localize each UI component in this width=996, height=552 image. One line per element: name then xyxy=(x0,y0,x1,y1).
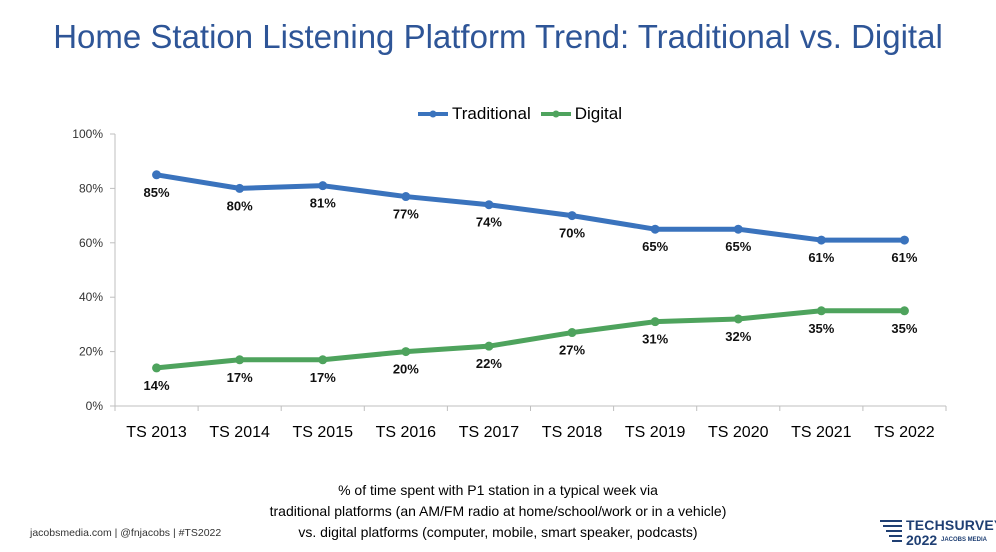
logo-text-year: 2022 xyxy=(906,532,938,548)
logo-text-jacobs: JACOBS MEDIA xyxy=(941,537,988,543)
data-label-traditional: 77% xyxy=(393,207,419,222)
data-point-digital xyxy=(899,306,909,316)
series-line-digital xyxy=(154,308,907,371)
data-label-traditional: 70% xyxy=(559,226,585,241)
data-point-traditional xyxy=(567,211,577,221)
data-label-digital: 17% xyxy=(310,370,336,385)
x-tick-label: TS 2015 xyxy=(293,424,354,441)
data-point-traditional xyxy=(401,192,411,202)
data-label-digital: 14% xyxy=(144,378,170,393)
legend-swatch-traditional xyxy=(418,110,448,118)
data-point-traditional xyxy=(484,200,494,210)
footer-credits: jacobsmedia.com | @fnjacobs | #TS2022 xyxy=(30,527,222,539)
data-label-digital: 35% xyxy=(891,321,917,336)
data-label-digital: 22% xyxy=(476,356,502,371)
data-point-traditional xyxy=(650,224,660,234)
data-point-digital xyxy=(567,328,577,338)
data-label-traditional: 74% xyxy=(476,215,502,230)
data-point-traditional xyxy=(899,235,909,245)
x-tick-label: TS 2014 xyxy=(209,424,270,441)
x-tick-label: TS 2017 xyxy=(459,424,520,441)
y-tick-label: 100% xyxy=(72,127,103,141)
legend-item-traditional: Traditional xyxy=(418,104,531,124)
logo-text-techsurvey: TECHSURVEY xyxy=(906,517,996,533)
data-point-traditional xyxy=(318,181,328,191)
y-tick-label: 0% xyxy=(86,399,104,413)
data-label-traditional: 61% xyxy=(891,250,917,265)
series-line-traditional xyxy=(154,172,907,243)
data-point-traditional xyxy=(235,183,245,193)
legend-label-digital: Digital xyxy=(574,104,622,123)
data-point-digital xyxy=(650,317,660,327)
data-label-traditional: 85% xyxy=(144,185,170,200)
data-point-digital xyxy=(484,341,494,351)
data-label-traditional: 61% xyxy=(808,250,834,265)
x-tick-label: TS 2019 xyxy=(625,424,686,441)
x-tick-label: TS 2020 xyxy=(708,424,769,441)
data-label-digital: 35% xyxy=(808,321,834,336)
caption-line-2: traditional platforms (an AM/FM radio at… xyxy=(269,503,727,519)
chart-legend: Traditional Digital xyxy=(418,104,632,124)
data-label-digital: 32% xyxy=(725,329,751,344)
chart-title: Home Station Listening Platform Trend: T… xyxy=(53,18,943,55)
y-tick-label: 80% xyxy=(79,181,103,195)
x-tick-label: TS 2016 xyxy=(376,424,437,441)
caption-line-1: % of time spent with P1 station in a typ… xyxy=(338,482,658,498)
legend-item-digital: Digital xyxy=(540,104,622,124)
data-label-digital: 17% xyxy=(227,370,253,385)
data-point-digital xyxy=(401,347,411,357)
data-point-digital xyxy=(816,306,826,316)
data-label-traditional: 81% xyxy=(310,196,336,211)
x-tick-label: TS 2022 xyxy=(874,424,935,441)
data-point-traditional xyxy=(152,170,162,180)
data-label-digital: 27% xyxy=(559,343,585,358)
data-point-digital xyxy=(733,314,743,324)
data-point-digital xyxy=(235,355,245,365)
data-point-digital xyxy=(318,355,328,365)
data-label-digital: 20% xyxy=(393,362,419,377)
y-tick-label: 60% xyxy=(79,236,103,250)
data-point-traditional xyxy=(816,235,826,245)
x-tick-label: TS 2021 xyxy=(791,424,852,441)
legend-swatch-digital xyxy=(540,110,571,118)
legend-label-traditional: Traditional xyxy=(452,104,531,123)
y-tick-label: 40% xyxy=(79,290,103,304)
chart-caption: % of time spent with P1 station in a typ… xyxy=(200,480,796,543)
data-point-traditional xyxy=(733,224,743,234)
y-tick-label: 20% xyxy=(79,345,103,359)
data-label-traditional: 80% xyxy=(227,198,253,213)
line-chart: 0% 20% 40% 60% 80% 100% TS 2013 TS 2014 TS 2015 T… xyxy=(72,127,947,441)
data-label-traditional: 65% xyxy=(642,239,668,254)
x-tick-label: TS 2013 xyxy=(126,424,187,441)
x-tick-label: TS 2018 xyxy=(542,424,603,441)
caption-line-3: vs. digital platforms (computer, mobile,… xyxy=(298,524,698,540)
techsurvey-logo: TECHSURVEY 2022 JACOBS MEDIA xyxy=(880,517,996,549)
data-point-digital xyxy=(152,363,162,373)
data-label-digital: 31% xyxy=(642,332,668,347)
data-label-traditional: 65% xyxy=(725,239,751,254)
